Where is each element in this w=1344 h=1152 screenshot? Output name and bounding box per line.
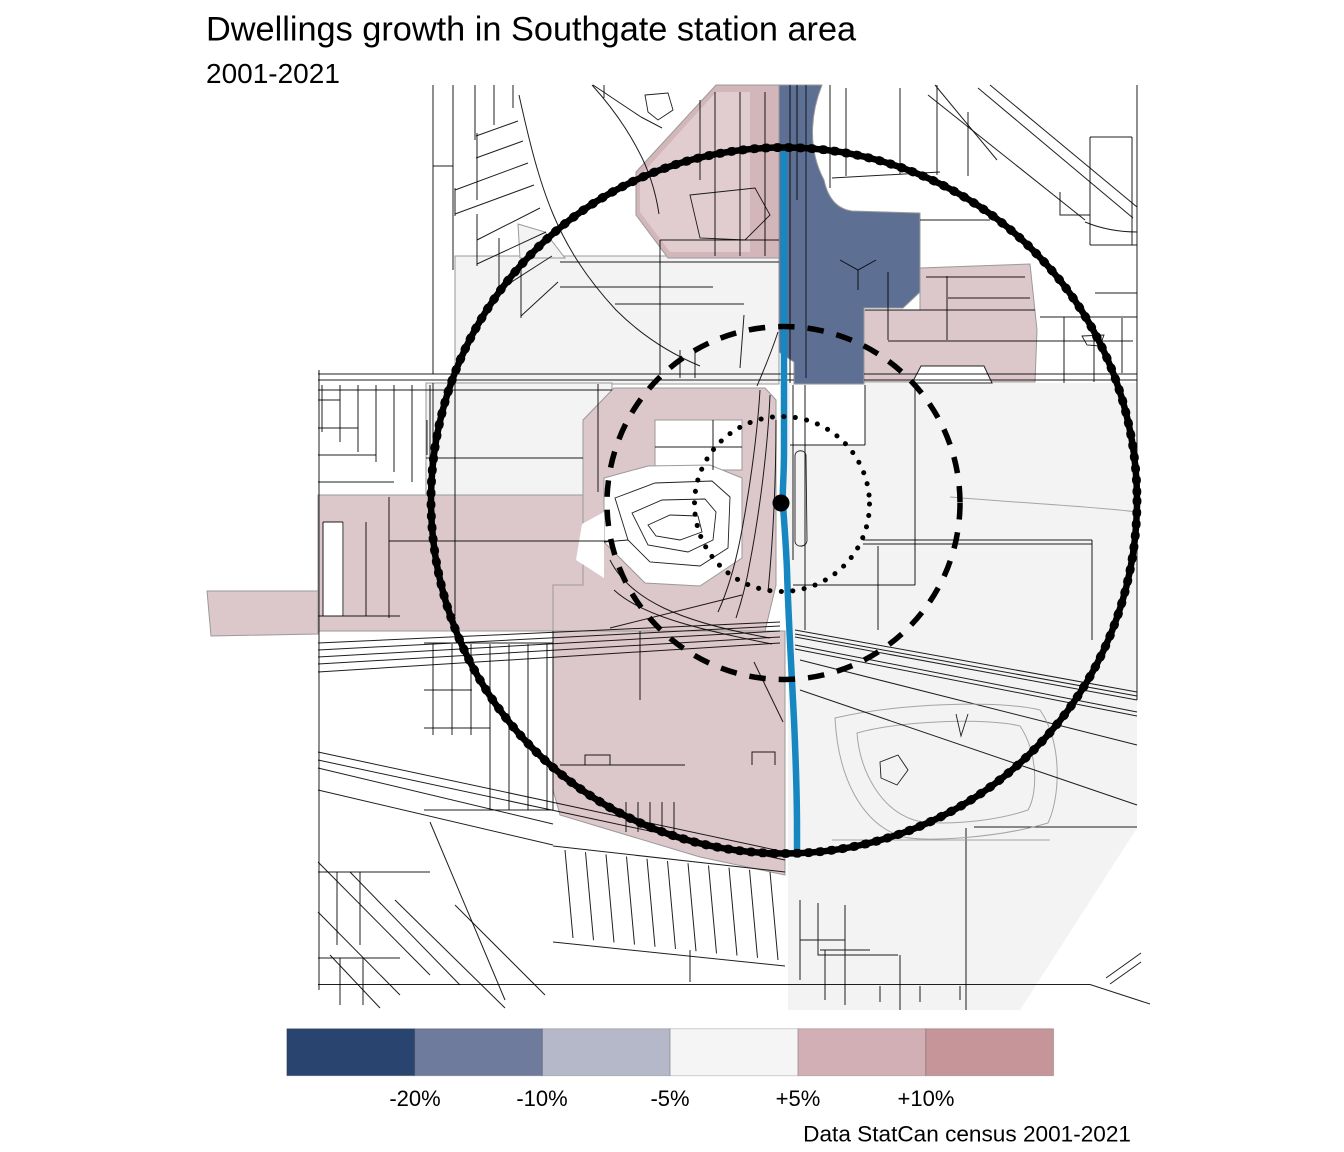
svg-text:Data StatCan census 2001-2021: Data StatCan census 2001-2021 xyxy=(803,1122,1131,1147)
svg-text:Dwellings growth in Southgate: Dwellings growth in Southgate station ar… xyxy=(206,11,857,49)
svg-text:-20%: -20% xyxy=(389,1086,440,1111)
svg-text:+10%: +10% xyxy=(898,1086,955,1111)
svg-text:+5%: +5% xyxy=(776,1086,821,1111)
svg-text:2001-2021: 2001-2021 xyxy=(206,58,340,89)
svg-text:-10%: -10% xyxy=(516,1086,567,1111)
svg-text:-5%: -5% xyxy=(650,1086,689,1111)
